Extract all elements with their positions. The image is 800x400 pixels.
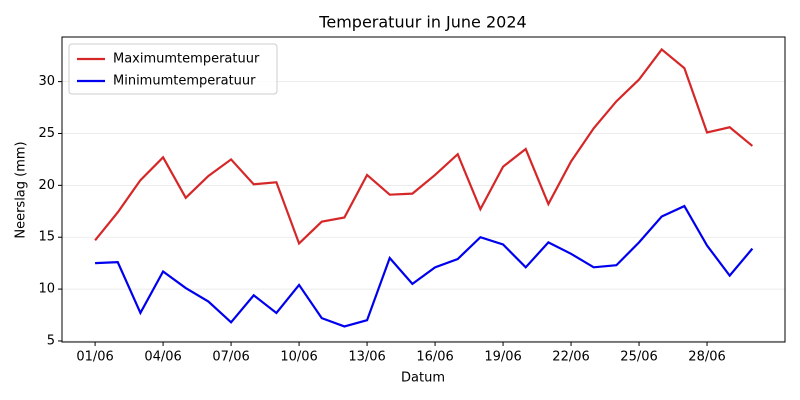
y-axis-label: Neerslag (mm)	[14, 141, 29, 238]
y-tick-label: 20	[38, 178, 55, 193]
x-tick-label: 07/06	[212, 350, 249, 365]
x-tick-label: 04/06	[144, 350, 181, 365]
y-tick-label: 15	[38, 230, 55, 245]
x-tick-label: 01/06	[76, 350, 113, 365]
legend-label: Maximumtemperatuur	[113, 52, 260, 67]
x-tick-label: 13/06	[348, 350, 385, 365]
x-axis-label: Datum	[401, 371, 445, 386]
y-tick-label: 30	[38, 74, 55, 89]
y-tick-label: 25	[38, 126, 55, 141]
x-tick-label: 28/06	[688, 350, 725, 365]
y-tick-label: 10	[38, 282, 55, 297]
x-tick-label: 22/06	[552, 350, 589, 365]
chart-title: Temperatuur in June 2024	[318, 13, 526, 32]
data-line	[94, 47, 754, 246]
legend-label: Minimumtemperatuur	[113, 74, 256, 89]
x-tick-label: 19/06	[484, 350, 521, 365]
plot-frame	[61, 36, 786, 343]
x-tick-label: 25/06	[620, 350, 657, 365]
y-tick-label: 5	[47, 333, 55, 348]
x-tick-label: 10/06	[280, 350, 317, 365]
legend-box	[68, 43, 278, 95]
x-tick-label: 16/06	[416, 350, 453, 365]
data-line	[95, 204, 754, 328]
